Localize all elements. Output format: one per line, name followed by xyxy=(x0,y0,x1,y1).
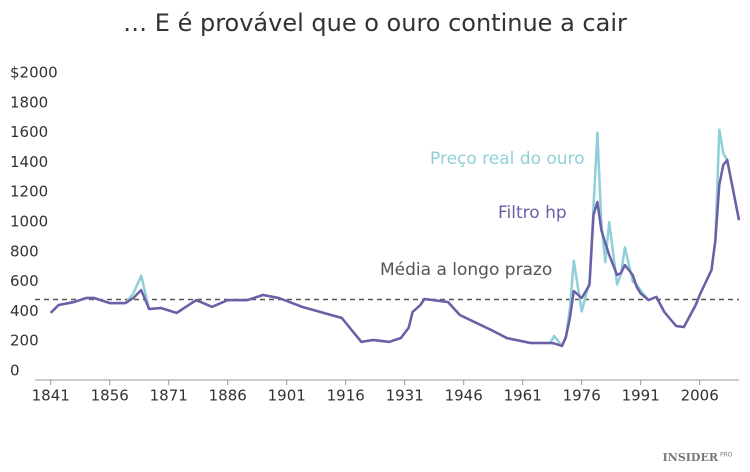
y-tick-label: 400 xyxy=(10,302,39,320)
series-label: Filtro hp xyxy=(498,203,567,223)
brand-sub: PRO xyxy=(720,452,733,459)
x-tick-label: 1991 xyxy=(622,387,660,405)
y-tick-label: 1400 xyxy=(10,153,48,171)
x-tick-label: 1976 xyxy=(563,387,601,405)
y-tick-label: 0 xyxy=(10,362,20,380)
reference-label: Média a longo prazo xyxy=(380,260,552,280)
series-label: Preço real do ouro xyxy=(430,149,585,169)
y-tick-label: 600 xyxy=(10,272,39,290)
x-tick-label: 1901 xyxy=(268,387,306,405)
x-tick-label: 1871 xyxy=(150,387,188,405)
x-tick-label: 1856 xyxy=(91,387,129,405)
x-tick-label: 1916 xyxy=(327,387,365,405)
chart-title: … E é provável que o ouro continue a cai… xyxy=(123,9,627,37)
x-tick-label: 1886 xyxy=(209,387,247,405)
y-tick-label: 800 xyxy=(10,242,39,260)
y-tick-label: $2000 xyxy=(10,64,58,82)
x-tick-label: 1946 xyxy=(445,387,483,405)
x-tick-label: 1961 xyxy=(504,387,542,405)
y-tick-label: 1800 xyxy=(10,93,48,111)
y-tick-label: 1600 xyxy=(10,123,48,141)
series-line xyxy=(49,128,741,348)
brand: INSIDER xyxy=(663,451,719,464)
y-tick-label: 1200 xyxy=(10,183,48,201)
y-tick-label: 200 xyxy=(10,332,39,350)
x-tick-label: 2006 xyxy=(681,387,719,405)
y-tick-label: 1000 xyxy=(10,213,48,231)
series-line xyxy=(49,158,741,348)
x-tick-label: 1931 xyxy=(386,387,424,405)
x-tick-label: 1841 xyxy=(32,387,70,405)
